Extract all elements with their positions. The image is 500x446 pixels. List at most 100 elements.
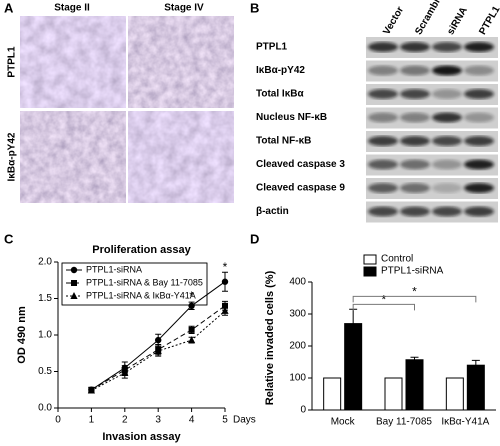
band-label: Cleaved caspase 9 — [256, 183, 345, 194]
data-point — [155, 336, 162, 344]
blot-strip — [366, 37, 498, 58]
legend-swatch — [363, 254, 377, 265]
legend-box — [61, 262, 208, 306]
band-label: β-actin — [256, 206, 289, 217]
y-tick-label: 1.0 — [38, 330, 52, 341]
band-label: PTPL1 — [256, 42, 288, 53]
band — [432, 183, 462, 193]
band — [368, 183, 398, 193]
panel-label: D — [250, 231, 259, 246]
band — [464, 183, 494, 193]
panel-label: A — [4, 0, 14, 15]
y-axis-label: Relative invaded cells (%) — [264, 270, 276, 405]
band — [400, 136, 430, 146]
band — [400, 206, 430, 217]
column-label: Stage IV — [164, 3, 204, 14]
x-axis-label: Invasion assay — [102, 431, 181, 443]
band — [432, 159, 462, 170]
x-tick-label: 5 — [222, 415, 228, 426]
band — [432, 89, 462, 99]
bar — [323, 377, 342, 411]
x-tick-label: Bay 11-7085 — [376, 417, 432, 428]
x-tick-label: 2 — [122, 415, 128, 426]
band — [464, 206, 494, 217]
band — [400, 112, 430, 123]
band — [432, 136, 462, 146]
band — [432, 65, 462, 76]
data-point — [188, 336, 196, 344]
micrograph — [20, 111, 126, 203]
y-tick-label: 300 — [289, 309, 306, 320]
x-tick-label: 3 — [155, 415, 161, 426]
data-point — [121, 368, 129, 376]
data-point — [221, 278, 229, 285]
lane-label: Vector — [381, 5, 406, 37]
row-label: PTPL1 — [7, 46, 18, 78]
bar — [405, 359, 424, 411]
bar — [445, 377, 464, 411]
y-tick-label: 0 — [300, 405, 306, 416]
micrograph — [128, 16, 234, 108]
row-label: IκBα-pY42 — [7, 132, 18, 181]
data-point — [188, 326, 195, 333]
band — [400, 159, 430, 170]
band — [464, 65, 494, 76]
band — [464, 42, 494, 52]
y-tick-label: 100 — [289, 373, 306, 384]
data-point — [188, 302, 195, 309]
legend-label: PTPL1-siRNA — [86, 264, 142, 274]
annotation: * — [412, 285, 417, 299]
blot-strip — [366, 201, 498, 223]
y-tick-label: 0.5 — [38, 366, 52, 377]
band-label: IκBα-pY42 — [256, 65, 305, 76]
error-bar — [410, 356, 419, 360]
data-point — [87, 386, 95, 394]
legend-label: PTPL1-siRNA — [381, 266, 444, 277]
band-label: Total IκBα — [256, 89, 304, 100]
error-bar — [471, 359, 480, 366]
annotation: * — [189, 289, 194, 303]
band-label: Nucleus NF-κB — [256, 112, 327, 123]
significance-bracket — [352, 295, 477, 303]
panel-label: C — [4, 231, 14, 246]
band-label: Total NF-κB — [256, 136, 311, 147]
band — [368, 206, 398, 217]
band — [368, 112, 398, 123]
x-tick-label: 0 — [55, 415, 61, 426]
panel-label: B — [250, 0, 259, 15]
y-tick-label: 1.5 — [38, 293, 52, 304]
lane-label: siRNA — [445, 5, 470, 36]
y-axis-label: OD 490 nm — [16, 306, 28, 364]
column-label: Stage II — [54, 3, 90, 14]
data-point — [222, 302, 228, 309]
bar — [466, 364, 485, 411]
band — [400, 183, 430, 193]
x-tick-label: 1 — [89, 415, 95, 426]
legend-marker — [71, 280, 77, 286]
y-tick-label: 2.0 — [38, 257, 52, 268]
blot-strip — [366, 60, 498, 82]
blot-strip — [366, 154, 498, 176]
annotation: * — [223, 260, 228, 274]
bar — [344, 323, 363, 411]
x-unit: Days — [233, 415, 256, 426]
blot-strip — [366, 131, 498, 152]
band — [400, 65, 430, 76]
band — [432, 206, 462, 217]
legend-swatch — [363, 266, 377, 277]
band — [368, 136, 398, 146]
micrograph — [128, 111, 234, 203]
band — [368, 42, 398, 52]
y-tick-label: 200 — [289, 341, 306, 352]
blot-strip — [366, 84, 498, 105]
annotation: * — [381, 293, 386, 307]
band — [464, 159, 494, 170]
micrograph — [20, 16, 126, 108]
y-tick-label: 0.0 — [38, 403, 52, 414]
chart-title: Proliferation assay — [92, 244, 191, 256]
band — [432, 112, 462, 123]
series-line — [91, 305, 226, 391]
lane-label: PTPL1 — [477, 4, 500, 37]
y-tick-label: 400 — [289, 277, 306, 288]
